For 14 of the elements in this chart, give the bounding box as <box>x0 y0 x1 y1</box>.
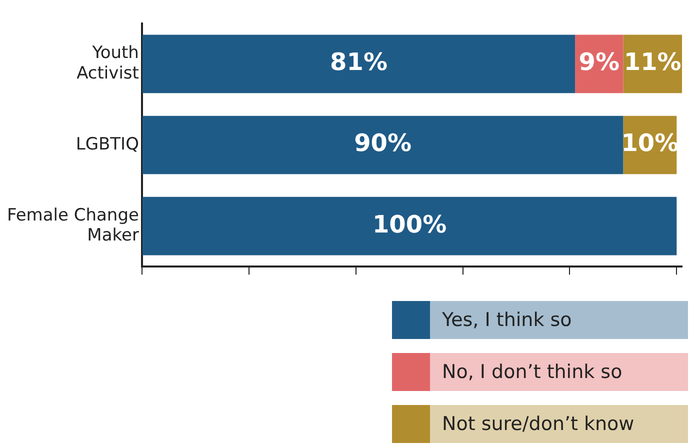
bar <box>142 116 624 174</box>
legend-label: Yes, I think so <box>430 301 688 339</box>
data-label: 81% <box>330 48 388 76</box>
data-label: 100% <box>372 210 447 238</box>
legend-label: Not sure/don’t know <box>430 405 688 443</box>
y-tick-label: Female Change Maker <box>6 205 139 246</box>
bar <box>142 196 677 256</box>
y-tick-label: Youth Activist <box>76 43 140 84</box>
data-label: 90% <box>354 129 412 158</box>
legend-label: No, I don’t think so <box>430 353 688 391</box>
data-label: 11% <box>624 48 682 76</box>
data-label: 9% <box>578 48 620 76</box>
bar <box>142 34 576 94</box>
y-tick-label: LGBTIQ <box>76 134 139 154</box>
